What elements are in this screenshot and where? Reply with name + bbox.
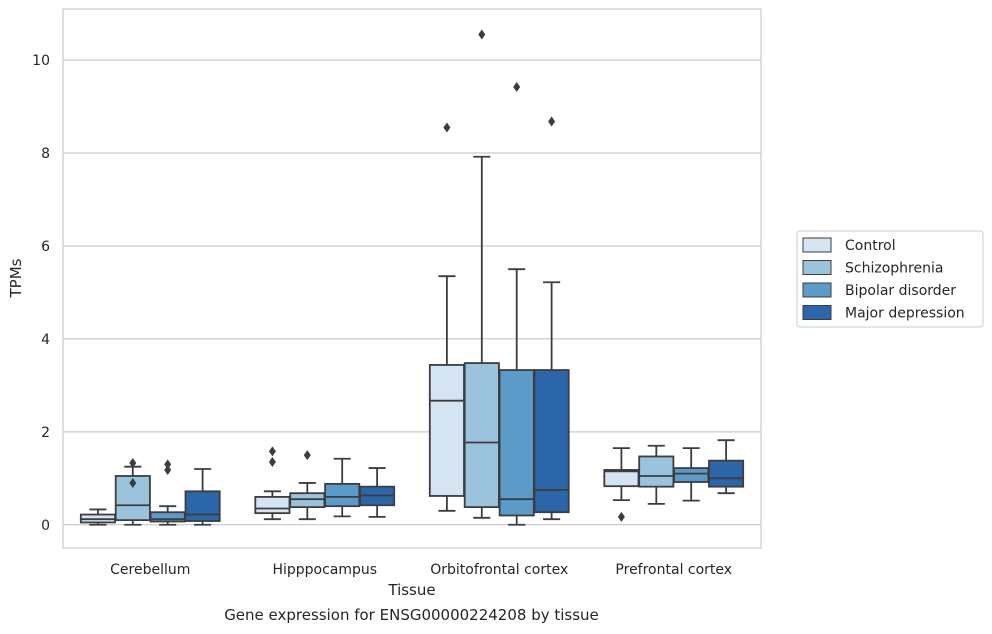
box-body bbox=[463, 362, 500, 509]
outlier-point bbox=[129, 457, 137, 468]
legend-label: Control bbox=[845, 238, 896, 254]
box-0-2 bbox=[149, 459, 186, 526]
x-tick-label: Hipppocampus bbox=[272, 562, 377, 578]
box-3-3 bbox=[708, 439, 745, 495]
boxes bbox=[79, 29, 745, 526]
box-2-3 bbox=[533, 116, 570, 521]
outlier-point bbox=[617, 511, 625, 522]
y-tick-label: 8 bbox=[41, 146, 50, 162]
y-tick-label: 0 bbox=[41, 518, 50, 534]
box-0-0 bbox=[79, 508, 116, 526]
y-tick-label: 6 bbox=[41, 239, 50, 255]
box-body bbox=[324, 482, 361, 508]
outlier-point bbox=[129, 477, 137, 488]
x-tick-label: Prefrontal cortex bbox=[615, 562, 732, 578]
box-3-1 bbox=[638, 444, 675, 505]
box-body bbox=[289, 492, 326, 509]
outlier-point bbox=[268, 446, 276, 457]
box-2-2 bbox=[498, 82, 535, 526]
plot-area-frame bbox=[62, 8, 762, 549]
legend-label: Major depression bbox=[845, 306, 965, 322]
outlier-point bbox=[164, 464, 172, 475]
y-tick-label: 4 bbox=[41, 332, 50, 348]
outlier-point bbox=[513, 82, 521, 93]
legend-swatch bbox=[802, 282, 832, 298]
box-2-0 bbox=[428, 122, 465, 512]
box-0-3 bbox=[184, 468, 221, 526]
y-tick-label: 10 bbox=[32, 53, 50, 69]
legend-swatch bbox=[802, 260, 832, 275]
box-body bbox=[149, 511, 186, 523]
x-tick-label: Orbitofrontal cortex bbox=[430, 562, 568, 578]
gridlines bbox=[63, 59, 761, 526]
box-body bbox=[533, 369, 570, 514]
legend-frame bbox=[796, 230, 984, 328]
box-body bbox=[638, 455, 675, 488]
legend-label: Schizophrenia bbox=[845, 261, 943, 277]
legend: Control Schizophrenia Bipolar disorder Majo… bbox=[796, 230, 984, 328]
box-1-2 bbox=[324, 457, 361, 518]
figure-caption: Gene expression for ENSG00000224208 by t… bbox=[224, 606, 599, 624]
outlier-point bbox=[268, 457, 276, 468]
box-body bbox=[708, 459, 745, 488]
legend-items: Control Schizophrenia Bipolar disorder Majo… bbox=[802, 237, 965, 322]
box-body bbox=[254, 495, 291, 515]
y-axis-ticks: 0 2 4 6 8 10 bbox=[32, 53, 50, 534]
legend-swatch bbox=[802, 305, 832, 320]
box-2-1 bbox=[463, 29, 500, 519]
box-body bbox=[673, 467, 710, 483]
y-axis-label: TPMs bbox=[7, 258, 25, 298]
box-1-1 bbox=[289, 450, 326, 521]
box-1-3 bbox=[359, 467, 396, 518]
box-body bbox=[428, 364, 465, 497]
x-axis-ticks: Cerebellum Hipppocampus Orbitofrontal cort… bbox=[110, 562, 732, 578]
box-body bbox=[184, 490, 221, 522]
box-3-2 bbox=[673, 447, 710, 502]
box-body bbox=[603, 469, 640, 488]
x-tick-label: Cerebellum bbox=[110, 562, 190, 578]
box-body bbox=[498, 369, 535, 517]
outlier-point bbox=[548, 116, 556, 127]
legend-swatch bbox=[802, 237, 832, 253]
box-3-0 bbox=[603, 447, 640, 522]
legend-label: Bipolar disorder bbox=[845, 283, 956, 299]
x-axis-label: Tissue bbox=[387, 581, 435, 599]
box-0-1 bbox=[114, 457, 151, 526]
outlier-point bbox=[478, 29, 486, 40]
box-1-0 bbox=[254, 446, 291, 521]
outlier-point bbox=[443, 122, 451, 133]
y-tick-label: 2 bbox=[41, 425, 50, 441]
outlier-point bbox=[303, 450, 311, 461]
box-body bbox=[114, 475, 151, 522]
outlier-point bbox=[164, 459, 172, 470]
